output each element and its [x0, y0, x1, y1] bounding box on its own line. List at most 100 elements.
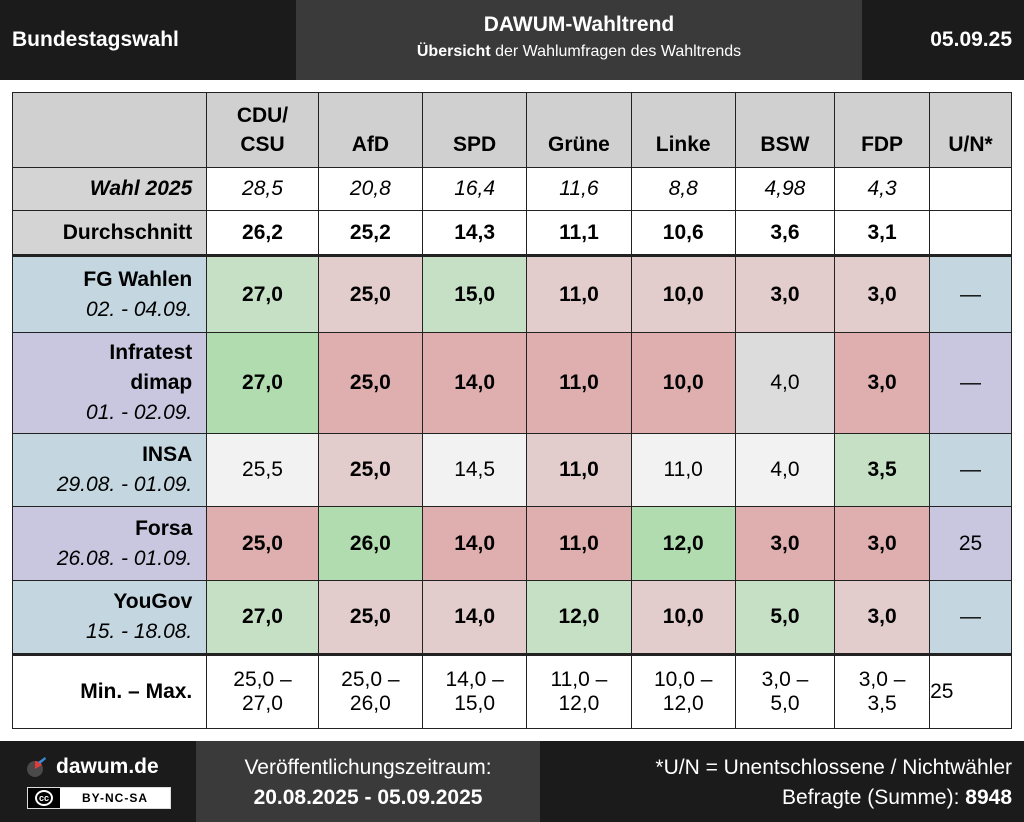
- poll-value: 11,0: [526, 506, 632, 581]
- poll-value: 26,0: [317, 506, 424, 581]
- institute-name: Infratest: [109, 341, 193, 364]
- license-text: BY-NC-SA: [81, 791, 148, 805]
- minmax-value: 11,0 –12,0: [526, 654, 632, 729]
- footer-bar: dawum.de cc BY-NC-SA Veröffentlichungsze…: [0, 741, 1024, 822]
- un-note: *U/N = Unentschlossene / Nichtwähler: [655, 756, 1012, 779]
- institute-name: YouGov: [113, 590, 193, 613]
- footer-brand: dawum.de cc BY-NC-SA: [0, 741, 196, 822]
- election-value: 20,8: [317, 167, 424, 211]
- poll-value: 3,0: [734, 255, 836, 333]
- poll-value: 10,0: [630, 332, 736, 434]
- poll-value: 12,0: [630, 506, 736, 581]
- respondents-value: 8948: [965, 786, 1012, 809]
- poll-value: 4,0: [734, 433, 836, 507]
- poll-value: 11,0: [526, 433, 632, 507]
- minmax-max: 12,0: [558, 692, 600, 715]
- site-logo[interactable]: dawum.de: [26, 753, 159, 781]
- poll-value: 25,5: [206, 433, 319, 507]
- poll-value: 14,0: [421, 332, 528, 434]
- poll-value: 27,0: [206, 255, 319, 333]
- poll-row: Forsa 26.08. - 01.09. 25,0 26,0 14,0 11,0 12,0…: [11, 506, 1012, 581]
- minmax-max: 3,5: [867, 692, 897, 715]
- minmax-value: 3,0 –3,5: [834, 654, 931, 729]
- respondents-line: Befragte (Summe): 8948: [655, 786, 1012, 810]
- poll-value: 25,0: [317, 255, 424, 333]
- page-title: DAWUM-Wahltrend: [483, 13, 675, 36]
- election-value: 4,3: [834, 167, 931, 211]
- poll-value: 14,5: [421, 433, 528, 507]
- license-badge[interactable]: cc BY-NC-SA: [27, 787, 171, 809]
- minmax-row: Min. – Max. 25,0 –27,0 25,0 –26,0 14,0 –15,…: [11, 654, 1012, 729]
- poll-institute-cell: Infratest dimap 01. - 02.09.: [11, 332, 208, 434]
- party-header: Linke: [630, 92, 736, 168]
- poll-date: 01. - 02.09.: [86, 401, 193, 424]
- election-label: Wahl 2025: [11, 167, 208, 211]
- average-value: 3,6: [734, 210, 836, 257]
- election-value: 4,98: [734, 167, 836, 211]
- party-header: Grüne: [526, 92, 632, 168]
- minmax-max: 5,0: [770, 692, 800, 715]
- party-name-line2: FDP: [861, 133, 904, 156]
- election-type: Bundestagswahl: [12, 28, 179, 51]
- poll-value: 4,0: [734, 332, 836, 434]
- minmax-min: 25,0 –: [341, 668, 400, 691]
- party-name-line2: Grüne: [548, 133, 610, 156]
- party-name-line2: U/N*: [948, 133, 993, 156]
- period-label: Veröffentlichungszeitraum:: [244, 756, 492, 779]
- period-value: 20.08.2025 - 05.09.2025: [253, 786, 483, 809]
- average-value: 3,1: [834, 210, 931, 257]
- election-value: 8,8: [630, 167, 736, 211]
- poll-institute-cell: Forsa 26.08. - 01.09.: [11, 506, 208, 581]
- poll-value: —: [929, 433, 1012, 507]
- poll-institute-cell: YouGov 15. - 18.08.: [11, 580, 208, 656]
- poll-value: —: [929, 580, 1012, 656]
- poll-value: 11,0: [526, 255, 632, 333]
- party-name-line1: CDU/: [236, 104, 289, 127]
- minmax-label: Min. – Max.: [11, 654, 208, 729]
- poll-value: 11,0: [630, 433, 736, 507]
- party-name-line2: CSU: [240, 133, 285, 156]
- minmax-min: 3,0 –: [761, 668, 809, 691]
- party-header: AfD: [317, 92, 424, 168]
- poll-value: 3,0: [734, 506, 836, 581]
- institute-name: FG Wahlen: [83, 267, 193, 291]
- average-row: Durchschnitt 26,2 25,2 14,3 11,1 10,6 3,6 3,1: [11, 210, 1012, 257]
- average-value: 14,3: [421, 210, 528, 257]
- party-header: FDP: [834, 92, 931, 168]
- average-value: 10,6: [630, 210, 736, 257]
- poll-value: 25,0: [317, 580, 424, 656]
- minmax-min: 25,0 –: [233, 668, 292, 691]
- header-date: 05.09.25: [930, 28, 1012, 51]
- poll-value: —: [929, 332, 1012, 434]
- poll-value: 3,0: [834, 580, 931, 656]
- poll-table: CDU/CSU AfD SPD Grüne Linke BSW FDP U/N* Wahl 20…: [11, 92, 1012, 729]
- minmax-min: 10,0 –: [654, 668, 713, 691]
- poll-value: 12,0: [526, 580, 632, 656]
- poll-value: 25: [929, 506, 1012, 581]
- minmax-max: 26,0: [349, 692, 391, 715]
- poll-value: 3,0: [834, 506, 931, 581]
- cc-icon: cc: [28, 788, 60, 808]
- table-header-row: CDU/CSU AfD SPD Grüne Linke BSW FDP U/N*: [11, 92, 1012, 168]
- poll-value: 10,0: [630, 255, 736, 333]
- poll-value: 27,0: [206, 580, 319, 656]
- election-row: Wahl 2025 28,5 20,8 16,4 11,6 8,8 4,98 4,3: [11, 167, 1012, 211]
- minmax-max: 12,0: [662, 692, 704, 715]
- poll-institute-cell: FG Wahlen 02. - 04.09.: [11, 255, 208, 333]
- minmax-min: 3,0 –: [858, 668, 906, 691]
- poll-row: Infratest dimap 01. - 02.09. 27,0 25,0 14,0 11…: [11, 332, 1012, 434]
- footer-period: Veröffentlichungszeitraum: 20.08.2025 - …: [196, 741, 540, 822]
- poll-value: 25,0: [317, 332, 424, 434]
- party-header: CDU/CSU: [206, 92, 319, 168]
- average-value: 26,2: [206, 210, 319, 257]
- subtitle-bold: Übersicht: [416, 43, 491, 60]
- poll-date: 26.08. - 01.09.: [56, 546, 193, 570]
- average-value: [929, 210, 1012, 257]
- party-header: BSW: [734, 92, 836, 168]
- site-name: dawum.de: [56, 755, 159, 778]
- poll-institute-cell: INSA 29.08. - 01.09.: [11, 433, 208, 507]
- party-header: U/N*: [929, 92, 1012, 168]
- party-name-line2: BSW: [760, 133, 810, 156]
- poll-value: 3,0: [834, 255, 931, 333]
- minmax-value: 14,0 –15,0: [421, 654, 528, 729]
